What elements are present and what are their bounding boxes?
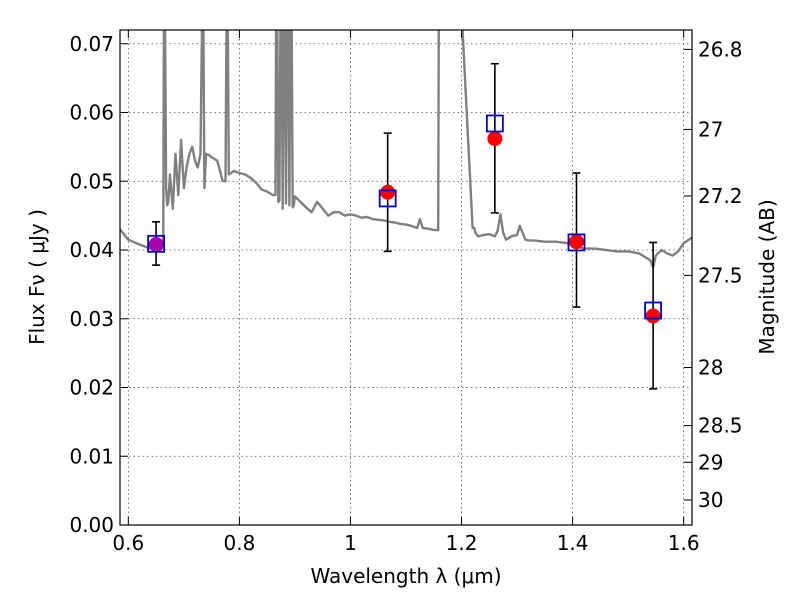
y-tick-label: 0.04 bbox=[69, 238, 114, 262]
plot-background bbox=[120, 30, 692, 525]
model-point bbox=[485, 114, 504, 133]
x-tick-label: 1.6 bbox=[668, 531, 700, 555]
y-tick-label: 0.03 bbox=[69, 307, 114, 331]
observed-point bbox=[568, 234, 584, 250]
y2-tick-label: 29 bbox=[698, 450, 723, 474]
y-tick-label: 0.01 bbox=[69, 444, 114, 468]
model-point bbox=[378, 189, 397, 208]
y2-tick-label: 27.2 bbox=[698, 184, 743, 208]
data-layer bbox=[120, 30, 692, 390]
x-tick-label: 1 bbox=[344, 531, 357, 555]
x-axis-label: Wavelength λ (μm) bbox=[310, 564, 501, 588]
y-tick-label: 0.05 bbox=[69, 169, 114, 193]
model-point bbox=[147, 234, 165, 253]
y-tick-label: 0.06 bbox=[69, 101, 114, 125]
x-tick-label: 1.2 bbox=[446, 531, 478, 555]
y2-tick-label: 28 bbox=[698, 356, 723, 380]
y2-axis-label: Magnitude (AB) bbox=[755, 199, 779, 354]
y-tick-label: 0.02 bbox=[69, 376, 114, 400]
x-tick-label: 0.6 bbox=[112, 531, 144, 555]
axes: 0.6 0.8 1 1.2 1.4 1.6 0.00 0.01 0.02 0.03 0.04 0.05… bbox=[69, 30, 743, 555]
y-axis-label: Flux Fν ( μJy ) bbox=[25, 209, 49, 345]
y2-tick-label: 27.5 bbox=[698, 263, 743, 287]
model-point bbox=[644, 301, 663, 320]
x-tick-label: 0.8 bbox=[223, 531, 255, 555]
plot-frame bbox=[119, 29, 693, 526]
model-point bbox=[567, 233, 586, 252]
y-tick-label: 0.07 bbox=[69, 32, 114, 56]
observed-point bbox=[645, 308, 661, 324]
x-tick-label: 1.4 bbox=[557, 531, 589, 555]
y2-tick-label: 26.8 bbox=[698, 37, 743, 61]
y2-tick-label: 30 bbox=[698, 488, 723, 512]
observed-point bbox=[380, 184, 396, 200]
observed-point bbox=[487, 131, 503, 147]
observed-point bbox=[148, 237, 164, 252]
y-tick-label: 0.00 bbox=[69, 513, 114, 537]
sed-model-line bbox=[120, 30, 692, 269]
y2-tick-label: 28.5 bbox=[698, 414, 743, 438]
y2-tick-label: 27 bbox=[698, 117, 723, 141]
